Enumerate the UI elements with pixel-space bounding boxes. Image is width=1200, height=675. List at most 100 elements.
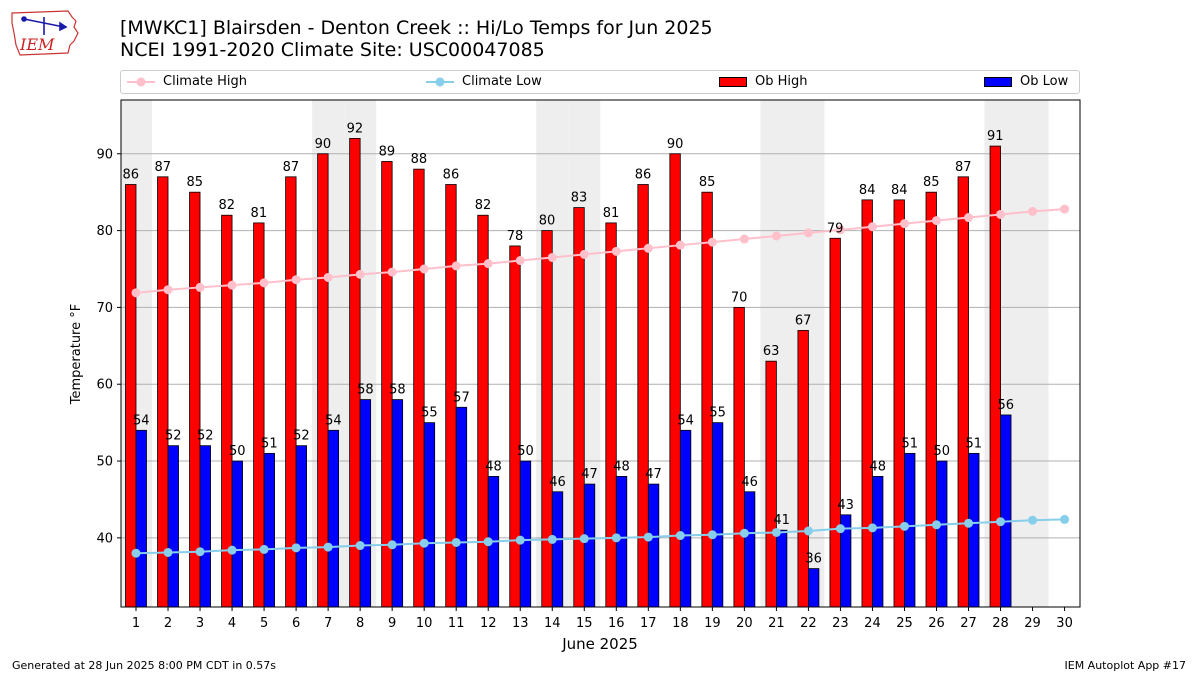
climate-low-point-day-16 xyxy=(611,533,621,543)
y-axis-label: Temperature °F xyxy=(69,304,84,405)
x-tick-label: 2 xyxy=(164,616,172,631)
ob-high-label: 84 xyxy=(891,183,908,198)
ob-low-label: 57 xyxy=(453,390,470,405)
climate-low-point-day-7 xyxy=(323,542,333,552)
x-tick-label: 30 xyxy=(1056,616,1073,631)
ob-low-bar-day-4 xyxy=(231,460,243,608)
climate-high-point-day-25 xyxy=(899,219,909,229)
ob-low-label: 51 xyxy=(965,436,982,451)
ob-low-label: 43 xyxy=(837,498,854,513)
ob-high-label: 63 xyxy=(763,344,780,359)
plot-frame xyxy=(120,99,1081,608)
x-tick-label: 7 xyxy=(324,616,332,631)
climate-low-point-day-18 xyxy=(675,531,685,541)
climate-high-point-day-10 xyxy=(419,264,429,274)
legend: Climate High Climate Low Ob High Ob Low xyxy=(120,70,1080,94)
ob-low-label: 51 xyxy=(261,436,278,451)
ob-low-bar-day-13 xyxy=(519,460,532,608)
ob-high-bar-day-27 xyxy=(957,176,969,608)
chart-title: [MWKC1] Blairsden - Denton Creek :: Hi/L… xyxy=(120,17,713,61)
climate-low-point-day-9 xyxy=(387,540,397,550)
ob-low-label: 48 xyxy=(485,459,502,474)
climate-low-point-day-8 xyxy=(355,541,365,551)
climate-high-point-day-3 xyxy=(195,282,205,292)
ob-high-label: 92 xyxy=(347,121,364,136)
ob-low-bar-day-20 xyxy=(743,491,756,608)
legend-entry-climate-low: Climate Low xyxy=(426,74,542,91)
ob-low-label: 58 xyxy=(389,383,406,398)
ob-high-bar-day-26 xyxy=(925,191,937,608)
ob-low-bar-day-24 xyxy=(872,476,884,608)
x-tick-label: 17 xyxy=(640,616,657,631)
ob-high-label: 86 xyxy=(635,168,652,183)
climate-high-point-day-27 xyxy=(964,213,974,223)
ob-low-label: 41 xyxy=(773,513,790,528)
ob-high-bar-day-3 xyxy=(189,191,201,608)
ob-high-bar-day-6 xyxy=(285,176,297,608)
x-tick-label: 3 xyxy=(196,616,204,631)
ob-high-bar-day-20 xyxy=(733,307,745,608)
ob-high-label: 70 xyxy=(731,290,748,305)
climate-low-point-day-13 xyxy=(515,535,525,545)
legend-entry-ob-low: Ob Low xyxy=(984,74,1068,91)
ob-high-label: 88 xyxy=(411,152,428,167)
x-tick-label: 12 xyxy=(480,616,497,631)
ob-high-label: 84 xyxy=(859,183,876,198)
climate-low-point-day-21 xyxy=(771,527,781,537)
ob-high-bar-day-13 xyxy=(509,245,521,608)
climate-high-point-day-13 xyxy=(515,256,525,266)
climate-high-point-day-30 xyxy=(1060,204,1070,214)
bar-swatch-icon xyxy=(984,77,1012,87)
ob-high-bar-day-25 xyxy=(893,199,905,608)
x-tick-label: 13 xyxy=(512,616,529,631)
climate-high-point-day-24 xyxy=(867,222,877,232)
climate-low-point-day-25 xyxy=(899,521,909,531)
climate-low-point-day-23 xyxy=(835,524,845,534)
generated-note: Generated at 28 Jun 2025 8:00 PM CDT in … xyxy=(12,659,277,672)
ob-low-bar-day-27 xyxy=(968,452,980,608)
x-tick-label: 6 xyxy=(292,616,300,631)
ob-high-label: 86 xyxy=(122,168,139,183)
climate-lines xyxy=(131,204,1070,558)
ob-high-label: 80 xyxy=(539,214,556,229)
x-tick-label: 23 xyxy=(832,616,849,631)
ob-high-label: 85 xyxy=(699,175,716,190)
ob-high-label: 87 xyxy=(154,160,171,175)
ob-high-label: 79 xyxy=(827,221,844,236)
iowa-outline-icon xyxy=(11,10,79,56)
ob-low-bar-day-10 xyxy=(423,422,436,608)
x-tick-label: 14 xyxy=(544,616,561,631)
climate-low-point-day-5 xyxy=(259,544,269,554)
x-tick-label: 27 xyxy=(960,616,977,631)
ob-low-bar-day-21 xyxy=(776,529,788,608)
climate-low-point-day-1 xyxy=(131,548,141,558)
climate-low-point-day-2 xyxy=(163,547,173,557)
legend-entry-climate-high: Climate High xyxy=(127,74,247,91)
ob-low-label: 50 xyxy=(229,444,246,459)
x-tick-label: 9 xyxy=(388,616,396,631)
ob-low-label: 52 xyxy=(165,429,182,444)
x-tick-label: 29 xyxy=(1024,616,1041,631)
x-tick-label: 22 xyxy=(800,616,817,631)
y-tick-label: 70 xyxy=(96,301,113,316)
ob-low-bar-day-17 xyxy=(647,483,660,608)
ob-high-bar-day-19 xyxy=(701,191,713,608)
climate-high-point-day-5 xyxy=(259,278,269,288)
ob-high-label: 91 xyxy=(987,129,1004,144)
x-tick-label: 20 xyxy=(736,616,753,631)
ob-high-bar-day-14 xyxy=(541,230,553,608)
ob-high-label: 81 xyxy=(251,206,268,221)
climate-low-point-day-17 xyxy=(643,532,653,542)
ob-low-label: 51 xyxy=(901,436,918,451)
ob-low-bar-day-26 xyxy=(936,460,948,608)
climate-high-point-day-8 xyxy=(355,269,365,279)
climate-high-point-day-14 xyxy=(547,252,557,262)
climate-high-point-day-7 xyxy=(323,272,333,282)
climate-low-point-day-14 xyxy=(547,534,557,544)
data-labels: 86 87 85 82 81 87 90 92 89 88 86 82 78 80 83 81 86 90 85 70… xyxy=(122,121,1014,566)
ob-low-bar-day-14 xyxy=(551,491,564,608)
climate-high-point-day-23 xyxy=(835,225,845,235)
x-tick-label: 18 xyxy=(672,616,689,631)
climate-high-point-day-11 xyxy=(451,261,461,271)
